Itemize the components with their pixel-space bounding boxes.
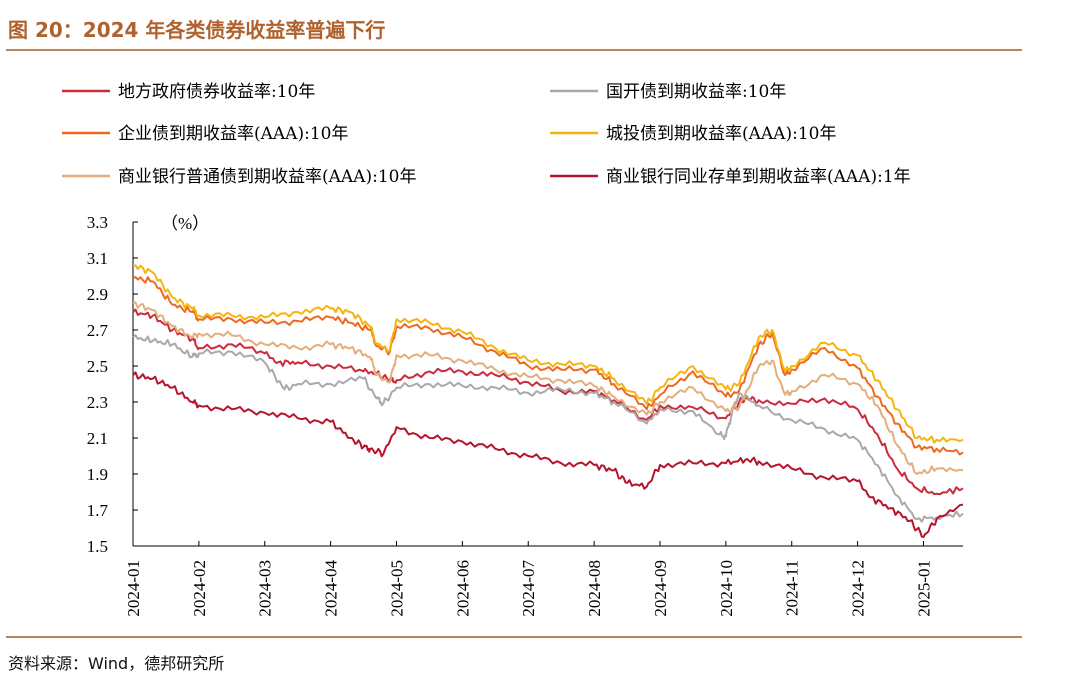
- x-tick-label: 2024-07: [519, 560, 538, 617]
- legend-label: 国开债到期收益率:10年: [606, 82, 786, 102]
- y-tick-label: 1.7: [87, 501, 109, 520]
- y-tick-label: 2.9: [87, 285, 108, 304]
- plot-area: [132, 264, 964, 538]
- x-tick-label: 2024-01: [124, 560, 143, 617]
- series-line-4: [132, 301, 964, 475]
- x-tick-label: 2024-08: [585, 560, 604, 617]
- y-tick-label: 2.5: [87, 357, 108, 376]
- x-tick-label: 2024-03: [256, 560, 275, 617]
- legend: 地方政府债券收益率:10年 国开债到期收益率:10年企业债到期收益率(AAA):1…: [62, 82, 911, 187]
- legend-label: 商业银行普通债到期收益率(AAA):10年: [118, 167, 416, 187]
- source-note: 资料来源：Wind，德邦研究所: [8, 654, 225, 673]
- title-rule: [6, 49, 1022, 51]
- y-tick-label: 2.7: [87, 321, 109, 340]
- series-line-2: [132, 276, 964, 456]
- y-tick-label: 2.1: [87, 429, 108, 448]
- footer-rule: [6, 636, 1022, 638]
- legend-label: 企业债到期收益率(AAA):10年: [118, 124, 348, 144]
- y-unit-label: （%）: [161, 214, 209, 233]
- y-tick-label: 1.5: [87, 537, 108, 556]
- y-tick-label: 3.1: [87, 249, 108, 268]
- series-line-5: [132, 371, 964, 538]
- x-tick-label: 2024-04: [322, 560, 341, 617]
- x-tick-label: 2024-11: [783, 560, 802, 616]
- legend-label: 城投债到期收益率(AAA):10年: [606, 124, 836, 144]
- x-tick-label: 2024-05: [387, 560, 406, 617]
- series-line-0: [132, 308, 964, 496]
- x-tick-label: 2024-10: [717, 560, 736, 617]
- y-tick-label: 2.3: [87, 393, 108, 412]
- x-tick-label: 2024-09: [651, 560, 670, 617]
- x-tick-label: 2024-06: [453, 560, 472, 617]
- chart-axes: 1.5 1.7 1.9 2.1 2.3 2.5 2.7 2.9 3.1 3.3 （%） 2024-01…: [87, 213, 963, 617]
- figure-title: 图 20：2024 年各类债券收益率普遍下行: [8, 18, 386, 42]
- x-tick-label: 2024-02: [190, 560, 209, 617]
- x-tick-label: 2024-12: [849, 560, 868, 617]
- y-tick-label: 3.3: [87, 213, 108, 232]
- legend-label: 商业银行同业存单到期收益率(AAA):1年: [606, 167, 911, 187]
- x-tick-label: 2025-01: [914, 560, 933, 617]
- legend-label: 地方政府债券收益率:10年: [118, 82, 315, 102]
- series-line-3: [132, 264, 964, 444]
- series-line-1: [132, 334, 964, 523]
- y-tick-label: 1.9: [87, 465, 108, 484]
